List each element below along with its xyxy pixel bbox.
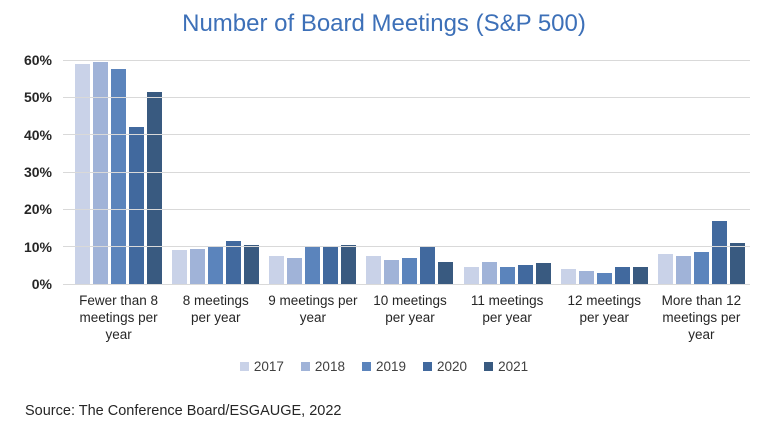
bar-2017-group-1 xyxy=(75,63,91,284)
bar-2020-group-7 xyxy=(711,220,727,284)
bar-2017-group-4 xyxy=(366,256,382,284)
y-tick-label-10: 10% xyxy=(23,238,52,255)
legend-swatch-2020 xyxy=(423,362,433,371)
bar-2018-group-4 xyxy=(384,259,400,284)
bar-2017-group-3 xyxy=(269,256,285,284)
legend-label-2018: 2018 xyxy=(314,359,345,374)
x-axis-label-2: 8 meetings per year xyxy=(182,293,249,325)
bar-2019-group-3 xyxy=(305,246,321,284)
bar-group-6 xyxy=(556,60,653,284)
bar-2020-group-3 xyxy=(323,246,339,284)
x-axis-label-4: 10 meetings per year xyxy=(373,293,447,325)
bar-2020-group-4 xyxy=(420,246,436,284)
gridline-10 xyxy=(63,246,750,248)
legend-item-2019: 2019 xyxy=(361,359,407,374)
legend-swatch-2018 xyxy=(300,362,310,371)
legend-label-2020: 2020 xyxy=(437,359,468,374)
bar-2021-group-1 xyxy=(147,91,163,284)
bar-2019-group-6 xyxy=(596,272,612,284)
bar-groups xyxy=(70,60,750,284)
bar-2018-group-6 xyxy=(578,270,594,284)
legend-swatch-2019 xyxy=(361,362,371,371)
y-tick-label-20: 20% xyxy=(23,201,52,218)
gridline-20 xyxy=(63,208,750,210)
bar-2018-group-1 xyxy=(93,61,109,284)
bar-group-7 xyxy=(653,60,750,284)
bar-2020-group-5 xyxy=(517,265,533,284)
source-note: Source: The Conference Board/ESGAUGE, 20… xyxy=(25,403,342,419)
x-axis-labels: Fewer than 8 meetings per year 8 meetings pe… xyxy=(70,292,750,343)
plot-area xyxy=(63,59,750,285)
bar-2021-group-2 xyxy=(244,244,260,284)
bar-2017-group-6 xyxy=(560,269,576,284)
x-axis-label-5: 11 meetings per year xyxy=(470,293,544,325)
gridline-40 xyxy=(63,134,750,136)
legend-item-2021: 2021 xyxy=(484,359,528,374)
legend: 2017 2018 2019 2020 2021 xyxy=(0,359,768,374)
bar-2019-group-4 xyxy=(402,257,418,284)
y-tick-label-30: 30% xyxy=(23,164,52,180)
bar-2019-group-7 xyxy=(693,252,709,284)
bar-2021-group-6 xyxy=(632,267,648,284)
bar-2020-group-1 xyxy=(129,127,145,284)
bar-2018-group-5 xyxy=(481,261,497,284)
legend-label-2017: 2017 xyxy=(253,359,284,374)
y-axis: 0% 10% 20% 30% 40% 50% 60% xyxy=(0,0,62,300)
bar-2020-group-6 xyxy=(614,267,630,284)
y-tick-label-50: 50% xyxy=(23,89,52,106)
gridline-30 xyxy=(63,171,750,173)
bar-group-5 xyxy=(459,60,556,284)
chart-title: Number of Board Meetings (S&P 500) xyxy=(182,10,586,37)
bar-2021-group-5 xyxy=(535,263,551,284)
gridline-0 xyxy=(63,283,750,285)
y-tick-label-0: 0% xyxy=(31,276,52,292)
gridline-60 xyxy=(63,59,750,61)
bar-2017-group-7 xyxy=(657,254,673,284)
legend-swatch-2021 xyxy=(484,362,494,371)
bar-group-4 xyxy=(361,60,458,284)
bar-2019-group-5 xyxy=(499,267,515,284)
bar-2018-group-3 xyxy=(287,257,303,284)
bar-2019-group-1 xyxy=(111,69,127,284)
bar-group-2 xyxy=(167,60,264,284)
legend-item-2017: 2017 xyxy=(239,359,284,374)
bar-2019-group-2 xyxy=(208,246,224,284)
bar-2018-group-7 xyxy=(675,256,691,284)
y-tick-label-40: 40% xyxy=(23,126,52,143)
bar-2017-group-2 xyxy=(172,250,188,284)
bar-group-3 xyxy=(264,60,361,284)
bar-2021-group-7 xyxy=(729,242,745,284)
bar-2021-group-4 xyxy=(438,261,454,284)
bar-2017-group-5 xyxy=(463,267,479,284)
x-axis-label-1: Fewer than 8 meetings per year xyxy=(79,293,158,342)
bar-2021-group-3 xyxy=(341,244,357,284)
bar-group-1 xyxy=(70,60,167,284)
bar-2020-group-2 xyxy=(226,241,242,284)
legend-swatch-2017 xyxy=(239,362,249,371)
y-tick-label-60: 60% xyxy=(23,52,52,68)
gridline-50 xyxy=(63,96,750,98)
legend-label-2019: 2019 xyxy=(375,359,407,374)
x-axis-label-6: 12 meetings per year xyxy=(567,293,642,325)
legend-item-2018: 2018 xyxy=(300,359,345,374)
bar-2018-group-2 xyxy=(190,248,206,284)
x-axis-label-3: 9 meetings per year xyxy=(268,293,358,325)
legend-item-2020: 2020 xyxy=(423,359,467,374)
legend-label-2021: 2021 xyxy=(498,359,529,374)
x-axis-label-7: More than 12 meetings per year xyxy=(661,293,742,342)
